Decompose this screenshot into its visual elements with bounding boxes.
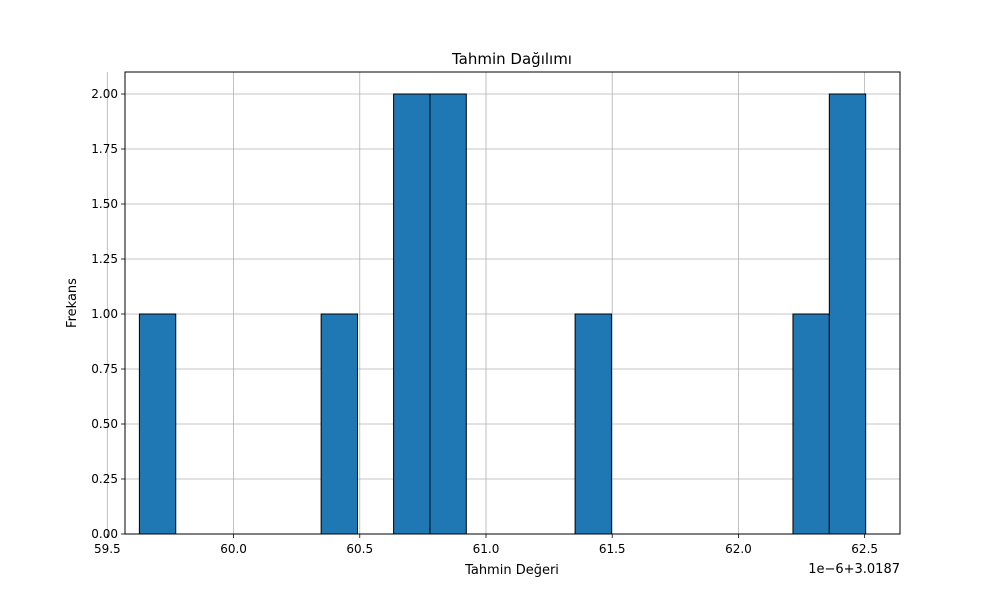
x-tick-label: 59.5 xyxy=(94,542,121,556)
chart-title: Tahmin Dağılımı xyxy=(451,50,572,68)
y-tick-label: 1.75 xyxy=(91,142,118,156)
x-axis-label: Tahmin Değeri xyxy=(464,563,559,578)
x-tick-label: 60.5 xyxy=(346,542,373,556)
histogram-bar xyxy=(429,93,467,535)
plot-frame xyxy=(124,71,901,535)
x-tick-label: 62.0 xyxy=(725,542,752,556)
x-tick-label: 60.0 xyxy=(220,542,247,556)
bars-layer xyxy=(138,93,867,535)
y-tick-label: 0.50 xyxy=(91,417,118,431)
ticks-layer: 59.5 60.0 60.5 61.0 61.5 62.0 62.5 0.00 0.25 0.50… xyxy=(91,87,878,556)
y-tick-label: 1.50 xyxy=(91,197,118,211)
y-tick-label: 0.75 xyxy=(91,362,118,376)
x-tick-label: 61.5 xyxy=(599,542,626,556)
y-tick-label: 0.00 xyxy=(91,527,118,541)
y-tick-label: 0.25 xyxy=(91,472,118,486)
y-axis-label: Frekans xyxy=(65,278,80,328)
histogram-bar xyxy=(138,313,177,535)
x-tick-label: 61.0 xyxy=(473,542,500,556)
y-tick-label: 1.00 xyxy=(91,307,118,321)
histogram-bar xyxy=(393,93,431,535)
histogram-bar xyxy=(792,313,830,535)
histogram-bar xyxy=(320,313,358,535)
x-tick-label: 62.5 xyxy=(851,542,878,556)
histogram-bar xyxy=(574,313,612,535)
y-tick-label: 2.00 xyxy=(91,87,118,101)
x-offset-label: 1e−6+3.0187 xyxy=(808,562,900,577)
y-tick-label: 1.25 xyxy=(91,252,118,266)
histogram-bar xyxy=(828,93,867,535)
grid-layer xyxy=(106,72,900,535)
